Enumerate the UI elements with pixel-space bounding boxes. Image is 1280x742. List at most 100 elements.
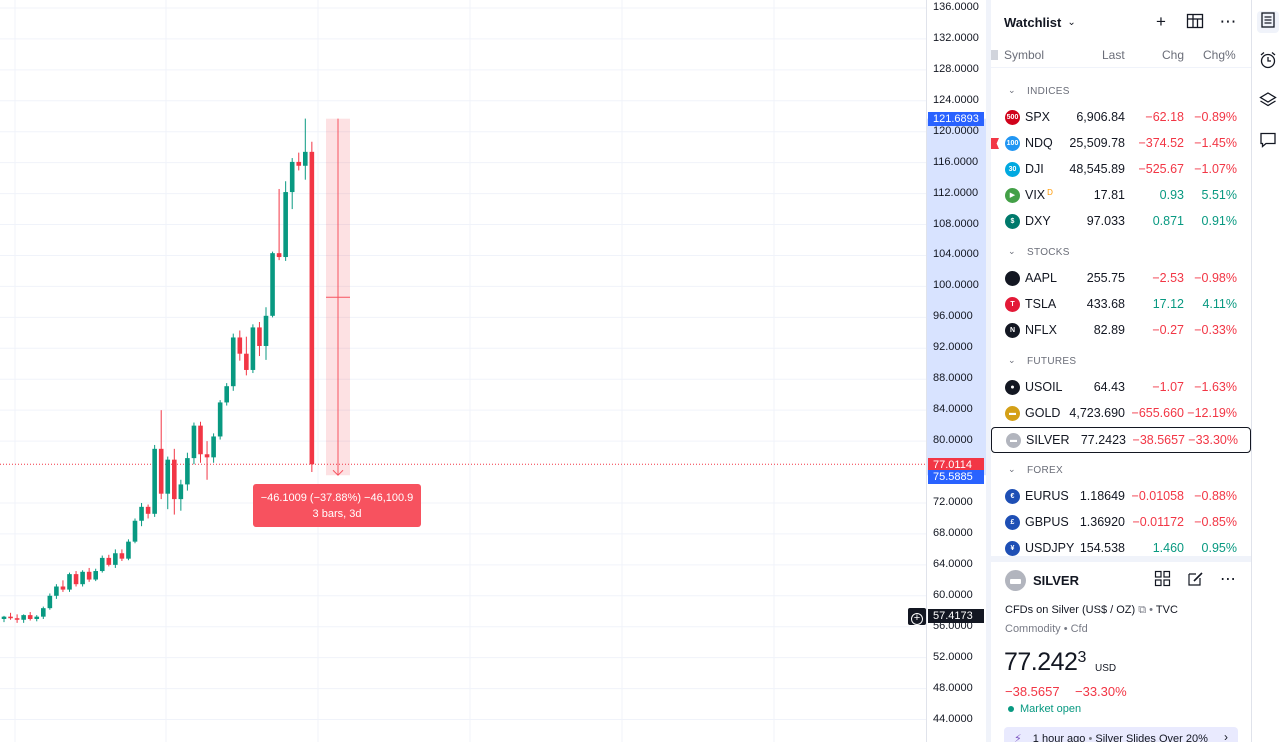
plus-icon[interactable]: + xyxy=(1156,12,1166,31)
col-last[interactable]: Last xyxy=(1102,48,1125,62)
table-layout-icon[interactable] xyxy=(1185,12,1205,32)
row-change: −2.53 xyxy=(1152,271,1184,285)
watchlist-row-silver[interactable]: ▬ SILVER 77.2423 −38.5657 −33.30% xyxy=(991,427,1251,453)
price-axis[interactable]: 136.0000 132.0000 128.0000 124.0000 120.0000… xyxy=(926,0,987,742)
row-change: −0.01058 xyxy=(1131,489,1184,503)
col-chg[interactable]: Chg xyxy=(1162,48,1185,62)
watchlist-row-usoil[interactable]: ● USOIL 64.43 −1.07 −1.63% xyxy=(991,375,1249,401)
row-change: −374.52 xyxy=(1138,136,1184,150)
chevron-down-icon[interactable]: ⌄ xyxy=(1067,16,1076,28)
more-icon[interactable]: ⋯ xyxy=(1220,571,1236,588)
edit-icon[interactable] xyxy=(1185,570,1205,590)
row-last-price: 77.2423 xyxy=(1080,433,1126,447)
watchlist-row-gbpus[interactable]: £ GBPUS 1.36920 −0.01172 −0.85% xyxy=(991,510,1249,536)
details-price: 77.2423 xyxy=(1004,648,1086,677)
watchlist-row-dji[interactable]: 30 DJI 48,545.89 −525.67 −1.07% xyxy=(991,157,1249,183)
details-price-main: 77.242 xyxy=(1004,648,1078,676)
price-axis-tick-label: 104.0000 xyxy=(933,248,979,261)
row-symbol: NFLX xyxy=(1025,323,1057,337)
layers-icon[interactable] xyxy=(1257,91,1279,113)
price-tag-current: 77.0114 xyxy=(928,458,984,472)
watchlist-row-nflx[interactable]: N NFLX 82.89 −0.27 −0.33% xyxy=(991,318,1249,344)
price-axis-tick-label: 88.0000 xyxy=(933,372,973,385)
chevron-down-icon[interactable]: ⌄ xyxy=(1008,246,1016,256)
row-change: −525.67 xyxy=(1138,162,1184,176)
details-currency: USD xyxy=(1095,663,1117,674)
chat-icon[interactable] xyxy=(1257,131,1279,153)
row-symbol: GBPUS xyxy=(1025,515,1069,529)
chevron-right-icon: › xyxy=(1224,730,1228,742)
more-icon[interactable]: ⋯ xyxy=(1219,12,1237,31)
candle-body xyxy=(80,571,85,585)
row-symbol: EURUS xyxy=(1025,489,1069,503)
row-change-pct: −0.89% xyxy=(1194,110,1237,124)
row-change: −38.5657 xyxy=(1132,433,1185,447)
market-status-dot xyxy=(1008,706,1014,712)
panel-divider[interactable] xyxy=(986,0,991,742)
candle-body xyxy=(244,353,249,370)
silver-logo-icon: ▬ xyxy=(1006,433,1021,448)
spx-logo-icon: 500 xyxy=(1005,110,1020,125)
watchlist-row-tsla[interactable]: T TSLA 433.68 17.12 4.11% xyxy=(991,292,1249,318)
watchlist-icon[interactable] xyxy=(1257,11,1279,33)
watchlist-row-ndq[interactable]: 100 NDQ 25,509.78 −374.52 −1.45% xyxy=(991,131,1249,157)
watchlist-section-indices[interactable]: ⌄ INDICES xyxy=(991,80,1249,104)
watchlist-row-usdjpy[interactable]: ¥ USDJPY 154.538 1.460 0.95% xyxy=(991,536,1249,562)
row-symbol: SPX xyxy=(1025,110,1051,124)
candle-body xyxy=(54,586,59,596)
add-alert-plus-icon[interactable]: + xyxy=(908,608,926,625)
gbpus-logo-icon: £ xyxy=(1005,515,1020,530)
col-symbol[interactable]: Symbol xyxy=(1004,48,1045,62)
candle-body xyxy=(1,616,7,619)
candle-body xyxy=(250,327,256,370)
flag-icon[interactable] xyxy=(991,138,999,149)
watchlist-row-spx[interactable]: 500 SPX 6,906.84 −62.18 −0.89% xyxy=(991,105,1249,131)
details-symbol[interactable]: SILVER xyxy=(1033,573,1079,588)
row-symbol: TSLA xyxy=(1025,297,1057,311)
details-category: Commodity xyxy=(1005,623,1061,635)
price-axis-tick-label: 128.0000 xyxy=(933,62,979,75)
price-axis-tick-label: 68.0000 xyxy=(933,526,973,539)
candle-body xyxy=(263,315,269,346)
watchlist-separator[interactable] xyxy=(991,556,1251,562)
candle-body xyxy=(47,595,53,609)
watchlist-section-stocks[interactable]: ⌄ STOCKS xyxy=(991,241,1249,265)
candle-body xyxy=(113,553,118,565)
column-resize-handle[interactable] xyxy=(991,50,998,60)
chevron-down-icon[interactable]: ⌄ xyxy=(1008,85,1016,95)
row-last-price: 1.36920 xyxy=(1079,515,1125,529)
lightning-icon: ⚡ xyxy=(1014,733,1022,742)
candle-body xyxy=(303,151,308,166)
row-last-price: 4,723.690 xyxy=(1069,406,1125,420)
price-axis-tick-label: 96.0000 xyxy=(933,310,973,323)
row-change: −0.27 xyxy=(1152,323,1184,337)
watchlist-section-futures[interactable]: ⌄ FUTURES xyxy=(991,350,1249,374)
candle-body xyxy=(86,571,92,580)
price-chart[interactable] xyxy=(0,0,926,742)
chevron-down-icon[interactable]: ⌄ xyxy=(1008,464,1016,474)
watchlist-row-eurus[interactable]: € EURUS 1.18649 −0.01058 −0.88% xyxy=(991,484,1249,510)
candle-body xyxy=(8,616,13,619)
watchlist-section-forex[interactable]: ⌄ FOREX xyxy=(991,459,1249,483)
grid-icon[interactable] xyxy=(1152,570,1172,590)
price-axis-tick-label: 64.0000 xyxy=(933,557,973,570)
news-title: Silver Slides Over 20% xyxy=(1095,733,1208,742)
watchlist-row-aapl[interactable]: AAPL 255.75 −2.53 −0.98% xyxy=(991,266,1249,292)
section-label: FUTURES xyxy=(1027,356,1077,367)
watchlist-title[interactable]: Watchlist xyxy=(1004,14,1062,30)
candle-body xyxy=(204,454,210,458)
watchlist-row-vix[interactable]: ▶ VIX D 17.81 0.93 5.51% xyxy=(991,183,1249,209)
row-change: −1.07 xyxy=(1152,380,1184,394)
watchlist-row-gold[interactable]: ▬ GOLD 4,723.690 −655.660 −12.19% xyxy=(991,401,1249,427)
news-banner[interactable]: ⚡ 1 hour ago • Silver Slides Over 20% › xyxy=(1004,727,1238,742)
alarm-clock-icon[interactable] xyxy=(1257,51,1279,73)
watchlist-column-headers: Symbol Last Chg Chg% xyxy=(991,44,1251,68)
row-symbol: USDJPY xyxy=(1025,541,1075,555)
col-chg-pct[interactable]: Chg% xyxy=(1203,48,1236,62)
candle-body xyxy=(217,402,223,437)
row-last-price: 82.89 xyxy=(1093,323,1125,337)
chart-area[interactable]: −46.1009 (−37.88%) −46,100.9 3 bars, 3d … xyxy=(0,0,926,742)
watchlist-row-dxy[interactable]: $ DXY 97.033 0.871 0.91% xyxy=(991,209,1249,235)
external-link-icon[interactable]: ⧉ xyxy=(1138,604,1150,616)
chevron-down-icon[interactable]: ⌄ xyxy=(1008,355,1016,365)
